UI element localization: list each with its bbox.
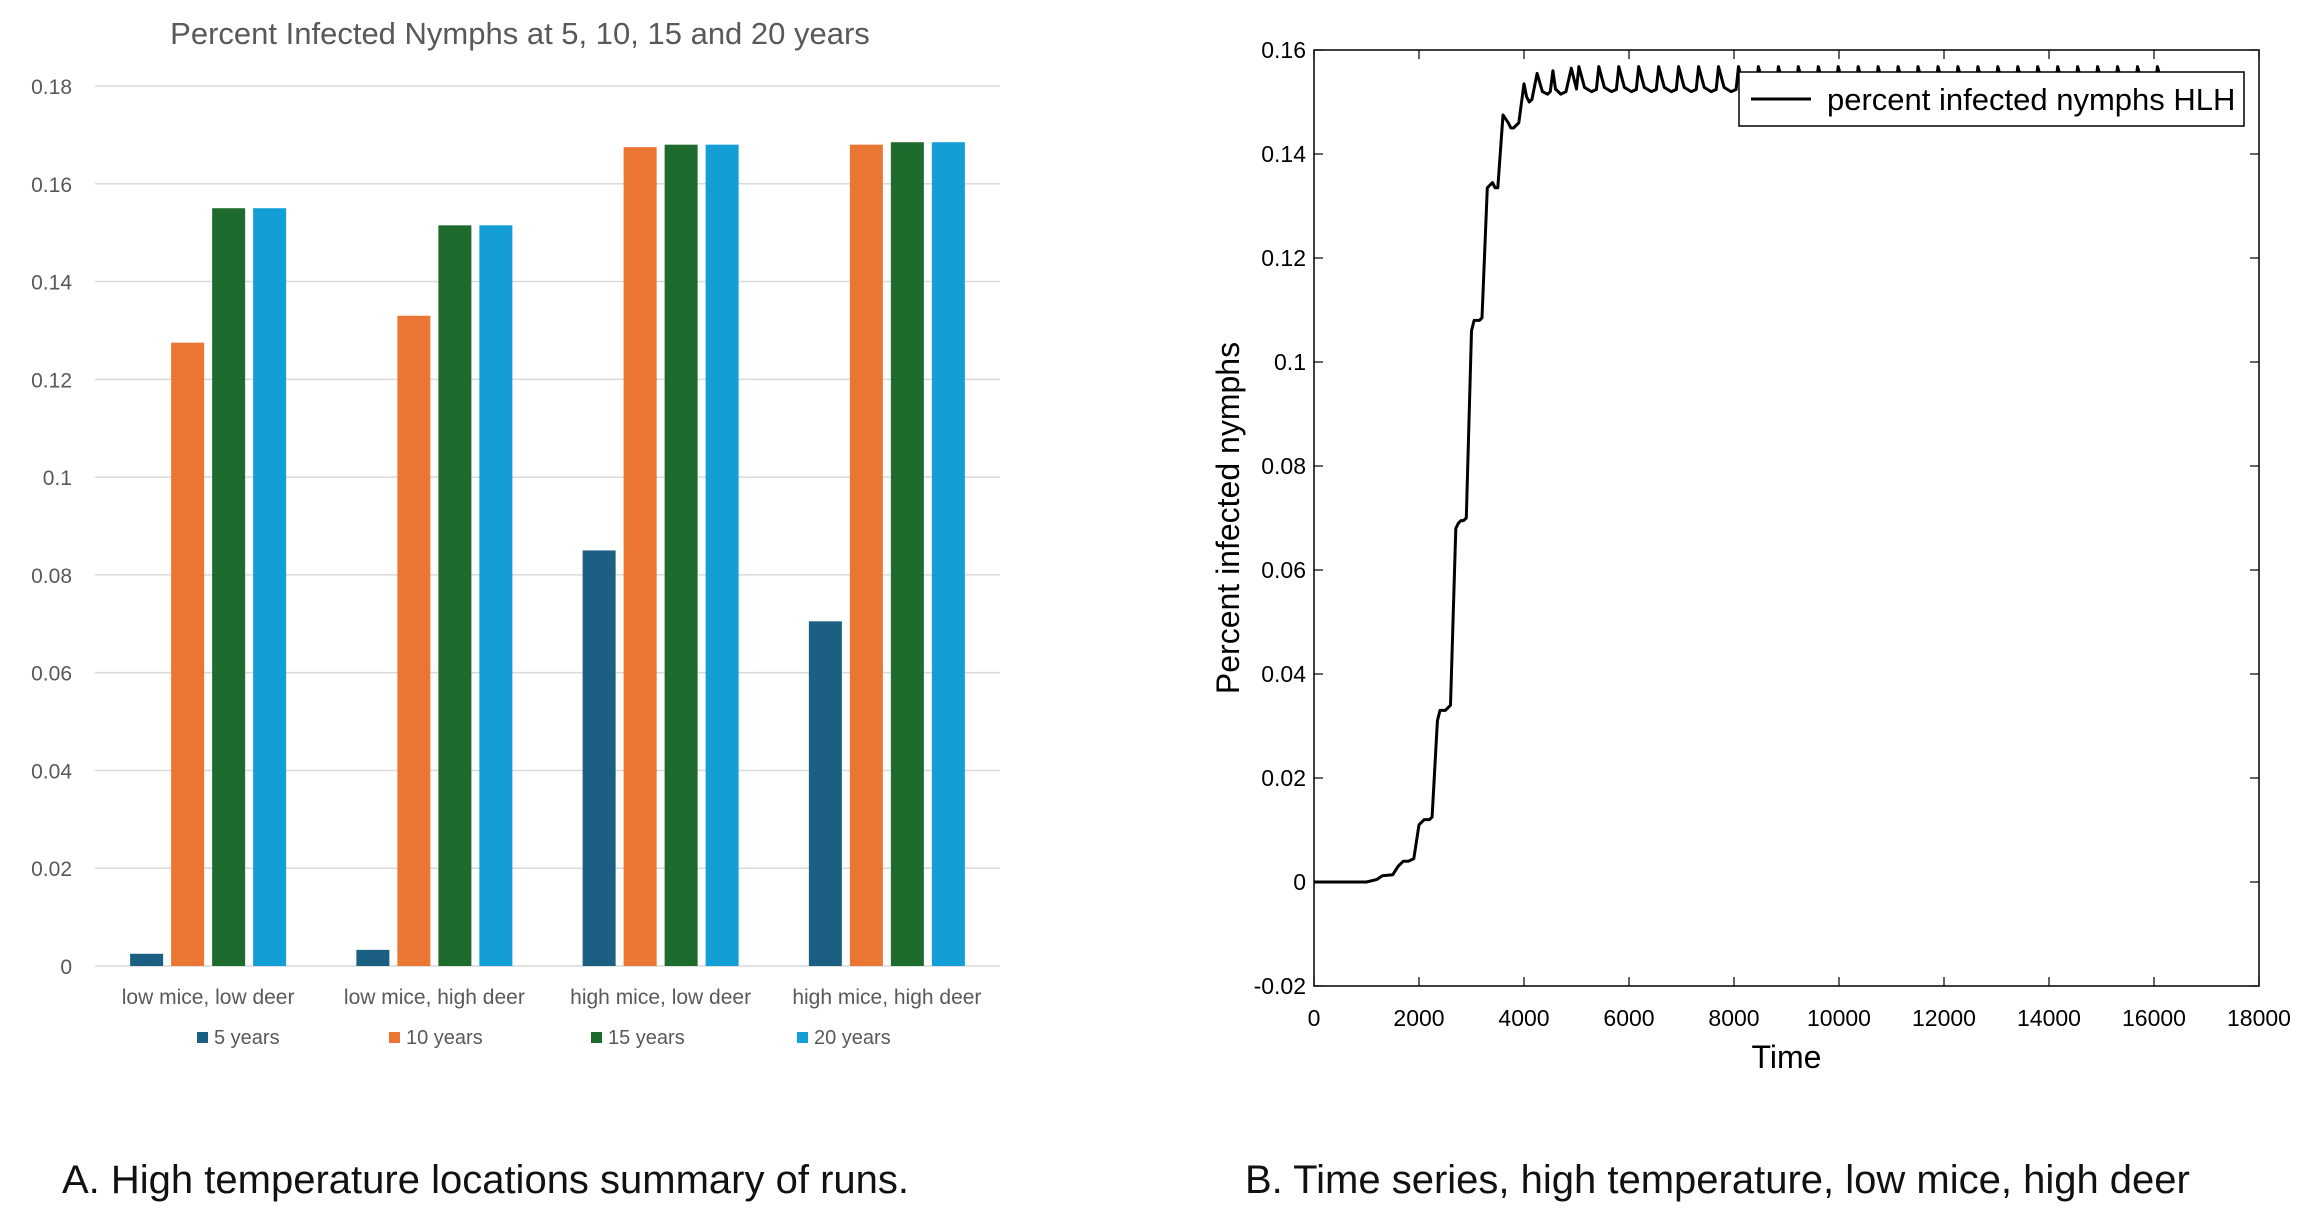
y-tick-label: 0.02 [31, 858, 72, 881]
bar [212, 208, 246, 966]
line-chart: 0 2000 4000 6000 8000 10000 12000 14000 16000 180… [1210, 37, 2291, 1075]
x-tick-label: 2000 [1393, 1005, 1444, 1031]
y-tick-label: 0 [60, 956, 72, 979]
bar-chart: Percent Infected Nymphs at 5, 10, 15 and… [31, 16, 1000, 1049]
legend-label: 10 years [406, 1027, 483, 1049]
x-tick-label: 12000 [1912, 1005, 1976, 1031]
bar [931, 142, 965, 966]
x-tick-label: 14000 [2017, 1005, 2081, 1031]
y-tick-label: 0.1 [1274, 349, 1306, 375]
y-tick-label: 0.16 [1261, 37, 1306, 63]
bar [664, 144, 698, 966]
bar [849, 144, 883, 966]
x-tick-label: 0 [1308, 1005, 1321, 1031]
legend-box [1738, 71, 2245, 127]
bar [890, 142, 924, 966]
legend-label: 5 years [214, 1027, 280, 1049]
y-tick-label: 0.1 [43, 467, 72, 490]
y-tick-label: 0.08 [31, 565, 72, 588]
caption-a: A. High temperature locations summary of… [62, 1158, 910, 1202]
bar [623, 147, 657, 967]
y-axis-label: Percent infected nymphs [1210, 342, 1246, 694]
y-tick-label: 0 [1293, 869, 1306, 895]
x-tick-label: 8000 [1708, 1005, 1759, 1031]
y-tick-label: 0.14 [31, 272, 72, 295]
y-tick-label: -0.02 [1254, 973, 1306, 999]
y-tick-label: 0.18 [31, 76, 72, 99]
legend-label: 20 years [814, 1027, 891, 1049]
bar [356, 949, 390, 966]
bar [397, 315, 431, 966]
legend-swatch [797, 1032, 808, 1043]
legend-swatch [591, 1032, 602, 1043]
y-tick-label: 0.12 [31, 369, 72, 392]
legend-swatch [389, 1032, 400, 1043]
x-tick-label: high mice, high deer [792, 986, 981, 1009]
legend-label: percent infected nymphs HLH [1827, 82, 2235, 117]
bar [253, 208, 287, 966]
chart-title: Percent Infected Nymphs at 5, 10, 15 and… [170, 16, 870, 51]
legend-swatch [197, 1032, 208, 1043]
x-tick-label: 10000 [1807, 1005, 1871, 1031]
y-tick-label: 0.04 [31, 760, 72, 783]
x-tick-label: 4000 [1498, 1005, 1549, 1031]
y-tick-label: 0.04 [1261, 661, 1306, 687]
x-tick-label: 18000 [2227, 1005, 2291, 1031]
y-tick-label: 0.02 [1261, 765, 1306, 791]
y-tick-label: 0.12 [1261, 245, 1306, 271]
legend-label: 15 years [608, 1027, 685, 1049]
plot-frame [1313, 49, 2260, 987]
x-tick-label: high mice, low deer [570, 986, 751, 1009]
bar [130, 953, 164, 966]
bar [479, 225, 513, 967]
y-tick-label: 0.16 [31, 174, 72, 197]
y-tick-label: 0.08 [1261, 453, 1306, 479]
y-tick-label: 0.14 [1261, 141, 1306, 167]
y-tick-label: 0.06 [31, 663, 72, 686]
bar [438, 225, 472, 967]
y-tick-label: 0.06 [1261, 557, 1306, 583]
series-line [1314, 65, 2176, 884]
x-tick-label: 16000 [2122, 1005, 2186, 1031]
x-tick-label: 6000 [1603, 1005, 1654, 1031]
bar [705, 144, 739, 966]
bar [808, 621, 842, 966]
x-tick-label: low mice, high deer [344, 986, 525, 1009]
bar [582, 550, 616, 966]
x-tick-label: low mice, low deer [122, 986, 295, 1009]
caption-b: B. Time series, high temperature, low mi… [1245, 1158, 2190, 1202]
bar [171, 342, 205, 967]
x-axis-label: Time [1752, 1039, 1822, 1075]
